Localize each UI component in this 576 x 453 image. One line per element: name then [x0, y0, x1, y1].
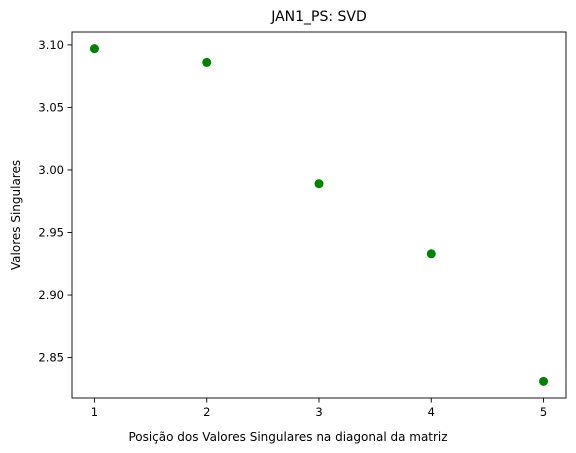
data-point — [426, 249, 436, 259]
x-tick-label: 2 — [203, 405, 210, 419]
y-ticks: 2.85 2.90 2.95 3.00 3.05 3.10 — [38, 38, 72, 365]
plot-frame — [71, 31, 567, 399]
x-tick-label: 3 — [315, 405, 322, 419]
y-tick-label: 2.90 — [38, 288, 64, 302]
y-tick-label: 2.85 — [38, 351, 64, 365]
data-point — [539, 376, 549, 386]
y-axis-label: Valores Singulares — [9, 160, 23, 270]
plot-area — [72, 32, 566, 398]
data-point — [314, 179, 324, 189]
y-tick-label: 3.00 — [38, 163, 64, 177]
y-tick-label: 3.10 — [38, 38, 64, 52]
x-tick-label: 4 — [428, 405, 435, 419]
x-ticks: 1 2 3 4 5 — [91, 398, 547, 419]
data-points — [89, 44, 549, 386]
data-point — [202, 57, 212, 67]
x-tick-label: 1 — [91, 405, 98, 419]
chart-title: JAN1_PS: SVD — [270, 9, 367, 25]
x-axis-label: Posição dos Valores Singulares na diagon… — [128, 430, 447, 444]
y-tick-label: 2.95 — [38, 226, 64, 240]
y-tick-label: 3.05 — [38, 100, 64, 114]
x-tick-label: 5 — [540, 405, 547, 419]
data-point — [89, 44, 99, 54]
